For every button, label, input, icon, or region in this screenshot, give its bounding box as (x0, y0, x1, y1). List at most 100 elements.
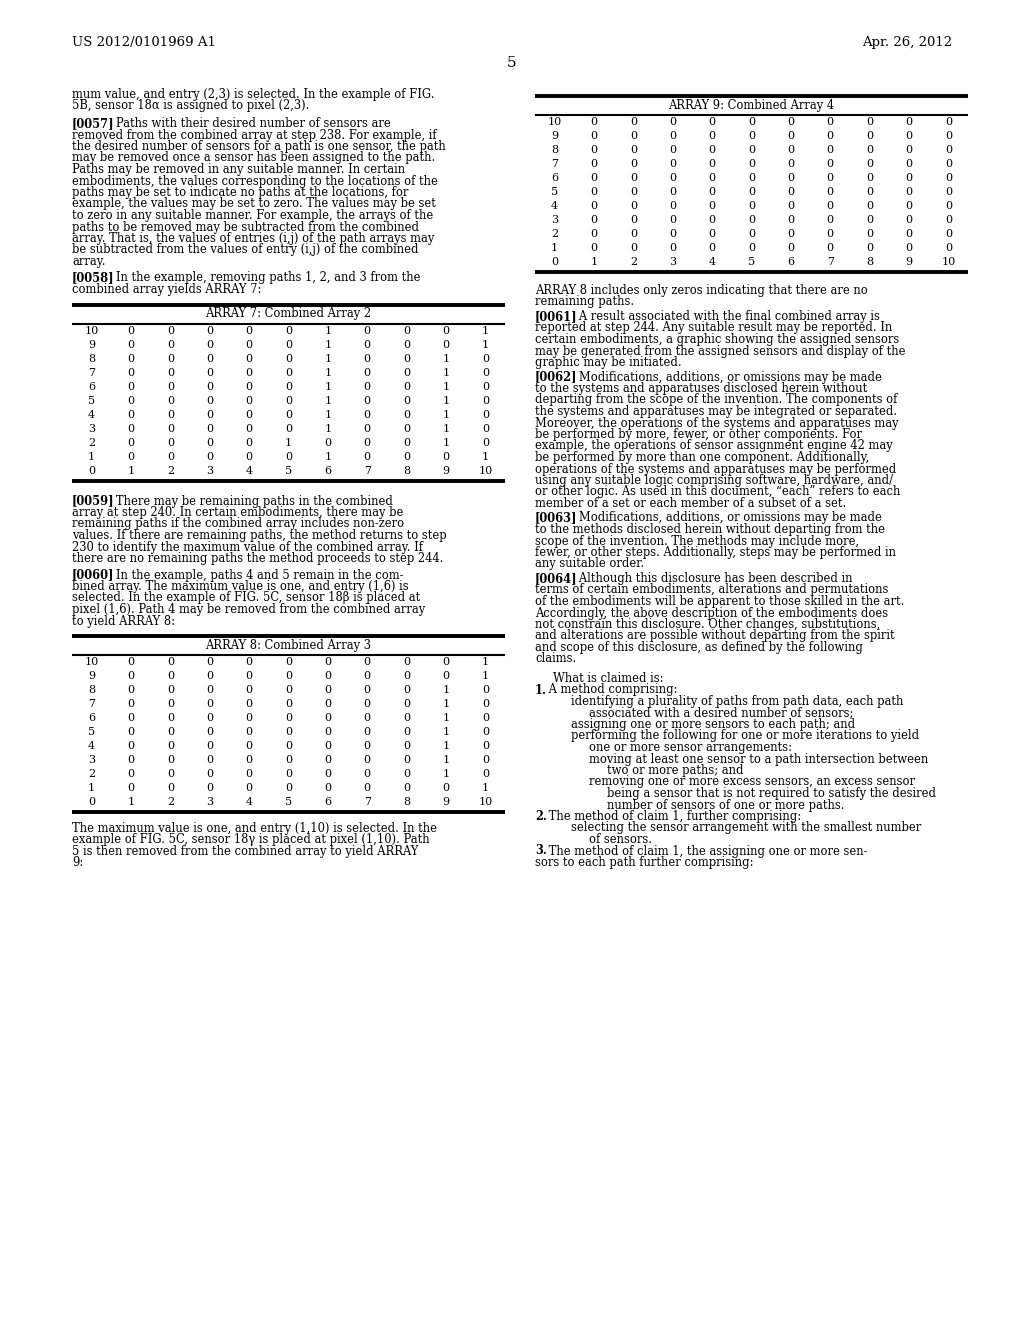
Text: combined array yields ARRAY 7:: combined array yields ARRAY 7: (72, 282, 261, 296)
Text: 5: 5 (507, 55, 517, 70)
Text: 0: 0 (709, 131, 716, 141)
Text: 0: 0 (206, 700, 213, 709)
Text: 0: 0 (403, 700, 411, 709)
Text: 0: 0 (127, 396, 134, 405)
Text: ARRAY 8 includes only zeros indicating that there are no: ARRAY 8 includes only zeros indicating t… (535, 284, 867, 297)
Text: 5: 5 (88, 396, 95, 405)
Text: 0: 0 (246, 437, 253, 447)
Text: 1: 1 (285, 437, 292, 447)
Text: 0: 0 (246, 671, 253, 681)
Text: 0: 0 (325, 713, 332, 723)
Text: ARRAY 8: Combined Array 3: ARRAY 8: Combined Array 3 (206, 639, 372, 652)
Text: 0: 0 (709, 145, 716, 154)
Text: 0: 0 (826, 243, 834, 253)
Text: 0: 0 (709, 228, 716, 239)
Text: 0: 0 (826, 173, 834, 183)
Text: 0: 0 (403, 339, 411, 350)
Text: 1: 1 (442, 396, 450, 405)
Text: 0: 0 (591, 187, 598, 197)
Text: 0: 0 (442, 657, 450, 667)
Text: 0: 0 (285, 741, 292, 751)
Text: 0: 0 (364, 770, 371, 779)
Text: 0: 0 (246, 700, 253, 709)
Text: 0: 0 (826, 187, 834, 197)
Text: 0: 0 (364, 755, 371, 766)
Text: may be removed once a sensor has been assigned to the path.: may be removed once a sensor has been as… (72, 152, 435, 165)
Text: 4: 4 (88, 741, 95, 751)
Text: 0: 0 (826, 131, 834, 141)
Text: 0: 0 (285, 700, 292, 709)
Text: 0: 0 (127, 755, 134, 766)
Text: operations of the systems and apparatuses may be performed: operations of the systems and apparatuse… (535, 462, 896, 475)
Text: 1: 1 (481, 657, 488, 667)
Text: 0: 0 (246, 424, 253, 433)
Text: 0: 0 (866, 228, 873, 239)
Text: 0: 0 (403, 326, 411, 335)
Text: 0: 0 (787, 117, 795, 127)
Text: 0: 0 (630, 173, 637, 183)
Text: 0: 0 (630, 201, 637, 211)
Text: removing one or more excess sensors, an excess sensor: removing one or more excess sensors, an … (589, 776, 915, 788)
Text: 0: 0 (127, 657, 134, 667)
Text: 5: 5 (748, 257, 755, 267)
Text: 5: 5 (551, 187, 558, 197)
Text: 1: 1 (325, 367, 332, 378)
Text: the systems and apparatuses may be integrated or separated.: the systems and apparatuses may be integ… (535, 405, 897, 418)
Text: 0: 0 (325, 783, 332, 793)
Text: 0: 0 (481, 354, 488, 363)
Text: and scope of this disclosure, as defined by the following: and scope of this disclosure, as defined… (535, 642, 863, 653)
Text: 0: 0 (826, 201, 834, 211)
Text: 0: 0 (364, 657, 371, 667)
Text: 0: 0 (787, 158, 795, 169)
Text: 0: 0 (364, 741, 371, 751)
Text: removed from the combined array at step 238. For example, if: removed from the combined array at step … (72, 128, 436, 141)
Text: 0: 0 (88, 466, 95, 475)
Text: 1: 1 (325, 409, 332, 420)
Text: the desired number of sensors for a path is one sensor, the path: the desired number of sensors for a path… (72, 140, 445, 153)
Text: 2.: 2. (535, 810, 547, 822)
Text: 0: 0 (670, 173, 676, 183)
Text: 0: 0 (206, 381, 213, 392)
Text: be performed by more than one component. Additionally,: be performed by more than one component.… (535, 451, 869, 465)
Text: 0: 0 (206, 783, 213, 793)
Text: 0: 0 (670, 243, 676, 253)
Text: 0: 0 (709, 243, 716, 253)
Text: Paths may be removed in any suitable manner. In certain: Paths may be removed in any suitable man… (72, 162, 406, 176)
Text: 0: 0 (246, 409, 253, 420)
Text: 0: 0 (127, 339, 134, 350)
Text: 0: 0 (206, 396, 213, 405)
Text: be performed by more, fewer, or other components. For: be performed by more, fewer, or other co… (535, 428, 862, 441)
Text: 0: 0 (167, 367, 174, 378)
Text: 0: 0 (905, 117, 912, 127)
Text: 4: 4 (551, 201, 558, 211)
Text: 0: 0 (442, 451, 450, 462)
Text: 0: 0 (787, 243, 795, 253)
Text: 0: 0 (748, 158, 755, 169)
Text: two or more paths; and: two or more paths; and (607, 764, 743, 777)
Text: 0: 0 (403, 381, 411, 392)
Text: moving at least one sensor to a path intersection between: moving at least one sensor to a path int… (589, 752, 928, 766)
Text: 0: 0 (127, 367, 134, 378)
Text: 0: 0 (364, 424, 371, 433)
Text: 0: 0 (403, 657, 411, 667)
Text: 9: 9 (88, 671, 95, 681)
Text: paths to be removed may be subtracted from the combined: paths to be removed may be subtracted fr… (72, 220, 419, 234)
Text: 0: 0 (709, 187, 716, 197)
Text: What is claimed is:: What is claimed is: (553, 672, 664, 685)
Text: 0: 0 (246, 770, 253, 779)
Text: 3: 3 (551, 215, 558, 224)
Text: 0: 0 (206, 367, 213, 378)
Text: 0: 0 (285, 713, 292, 723)
Text: 1: 1 (325, 339, 332, 350)
Text: 1: 1 (481, 671, 488, 681)
Text: 0: 0 (167, 685, 174, 696)
Text: 10: 10 (478, 466, 493, 475)
Text: 1: 1 (442, 713, 450, 723)
Text: 0: 0 (905, 243, 912, 253)
Text: 10: 10 (85, 657, 98, 667)
Text: Moreover, the operations of the systems and apparatuses may: Moreover, the operations of the systems … (535, 417, 899, 429)
Text: 0: 0 (591, 131, 598, 141)
Text: In the example, removing paths 1, 2, and 3 from the: In the example, removing paths 1, 2, and… (105, 272, 421, 285)
Text: 0: 0 (127, 770, 134, 779)
Text: 0: 0 (591, 228, 598, 239)
